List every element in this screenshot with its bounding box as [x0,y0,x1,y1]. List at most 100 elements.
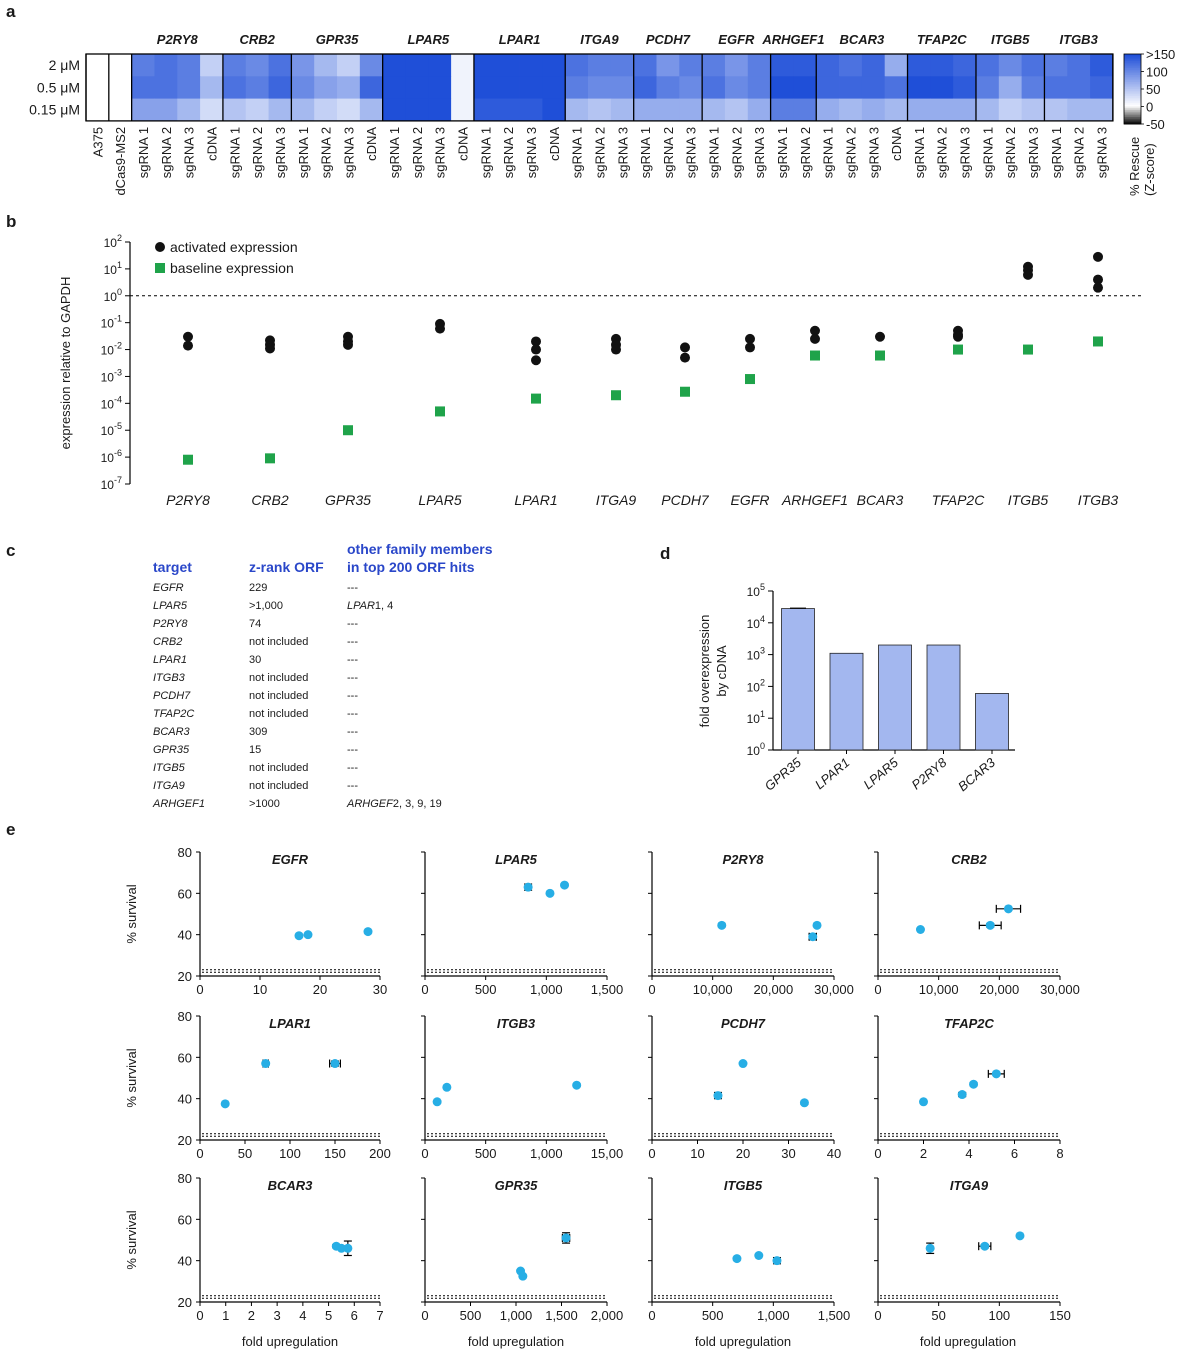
b-category-label: LPAR5 [418,492,462,508]
e-point [980,1241,990,1251]
panel-label-a: a [6,2,16,21]
b-baseline-point [343,425,353,436]
e-subplot-pcdh7: 0 10 20 30 40 PCDH7 [648,1015,841,1161]
heatmap-col-label: sgRNA 3 [752,127,767,178]
d-category-label: LPAR5 [860,754,901,792]
b-activated-point [810,333,820,344]
heatmap-col-label: sgRNA 1 [296,127,311,178]
b-category-label: BCAR3 [857,492,904,508]
heatmap-cell [656,98,680,122]
heatmap-cell [816,76,840,99]
heatmap-col-label: sgRNA 2 [661,127,676,178]
e-subplot-title: P2RY8 [723,852,765,867]
heatmap-cell [724,76,749,99]
heatmap-cell [291,98,315,122]
b-y-tick-label: 10-3 [101,367,122,384]
heatmap-cell [793,76,817,99]
heatmap-cell [747,76,771,99]
heatmap-cell [975,76,1000,99]
d-y-axis-title: fold overexpression [697,615,712,728]
heatmap-gene-label: LPAR1 [499,32,541,47]
colorbar-segment [1124,80,1141,83]
table-cell-zrank: 309 [249,726,268,738]
heatmap-cell [177,54,201,77]
table-row: ITGB3 not included --- [150,669,570,687]
heatmap-cell [907,76,931,99]
heatmap-col-label-control: dCas9-MS2 [113,127,128,196]
colorbar-segment [1124,61,1141,64]
d-bar [926,644,961,751]
heatmap-gene-label: GPR35 [316,32,359,47]
e-x-tick-label: 500 [460,1308,482,1323]
e-x-tick-label: 2 [248,1308,255,1323]
e-x-tick-label: 7 [376,1308,383,1323]
b-activated-point [183,331,193,342]
e-point [812,920,822,930]
e-x-tick-label: 30 [373,982,387,997]
heatmap-cell [770,98,794,122]
heatmap-cell [975,54,1000,77]
e-x-tick-label: 50 [238,1146,252,1161]
heatmap-cell [747,54,771,77]
e-point [561,1233,571,1243]
b-legend-label-baseline: baseline expression [170,260,294,276]
e-y-tick-label: 80 [178,1009,192,1024]
colorbar-segment [1124,75,1141,78]
b-category-label: ARHGEF1 [781,492,848,508]
b-baseline-point [745,374,755,385]
b-legend-marker-activated [155,242,165,252]
table-row: GPR35 15 --- [150,741,570,759]
heatmap-cell [656,54,680,77]
table-cell-family: --- [347,780,358,792]
b-y-tick-label: 10-6 [101,448,122,465]
heatmap-cell [679,76,703,99]
heatmap-col-label: sgRNA 1 [707,127,722,178]
b-baseline-point [1023,344,1033,355]
b-y-tick-label: 102 [104,233,122,250]
heatmap-panel-a: 2 μM 0.5 μM 0.15 μM A375 dCas9-MS2 sgRNA 1 sgR… [29,32,1175,196]
colorbar-segment [1124,110,1141,113]
heatmap-cell [86,76,110,99]
e-x-tick-label: 10,000 [693,982,733,997]
b-category-label: EGFR [731,492,770,508]
b-category-label: GPR35 [325,492,371,508]
colorbar-segment [1124,85,1141,88]
e-point [572,1080,582,1090]
d-bar [829,652,864,751]
d-y-tick-label: 101 [747,709,765,726]
e-x-tick-label: 10,000 [919,982,959,997]
d-category-label: P2RY8 [909,754,950,792]
e-y-axis-title: % survival [124,1048,139,1107]
colorbar-segment [1124,104,1141,107]
heatmap-cell [793,54,817,77]
heatmap-cell [108,98,133,122]
heatmap-gene-label: EGFR [718,32,755,47]
b-legend-label-activated: activated expression [170,239,298,255]
colorbar-segment [1124,66,1141,69]
colorbar-tick-label: -50 [1146,117,1165,132]
e-x-tick-label: 40 [827,1146,841,1161]
heatmap-cell [656,76,680,99]
e-point [330,1059,340,1069]
table-cell-target: ITGA9 [153,780,185,792]
b-activated-point [343,339,353,350]
colorbar-tick-label: 100 [1146,65,1168,80]
heatmap-col-label: sgRNA 1 [821,127,836,178]
heatmap-gene-label: ITGB3 [1060,32,1099,47]
e-x-tick-label: 0 [196,1308,203,1323]
heatmap-cell [245,98,269,122]
e-y-tick-label: 60 [178,1050,192,1065]
heatmap-gene-label: CRB2 [239,32,275,47]
e-point [1003,904,1013,914]
d-y-tick-label: 104 [747,614,765,631]
heatmap-cell [724,54,749,77]
e-point [363,927,373,937]
heatmap-col-label: sgRNA 2 [798,127,813,178]
colorbar-segment [1124,89,1141,92]
table-cell-zrank: not included [249,762,309,774]
heatmap-cell [1044,54,1068,77]
e-x-axis-title: fold upregulation [468,1334,564,1349]
e-point [518,1271,528,1281]
e-point [969,1079,979,1089]
table-cell-target: P2RY8 [153,618,188,630]
